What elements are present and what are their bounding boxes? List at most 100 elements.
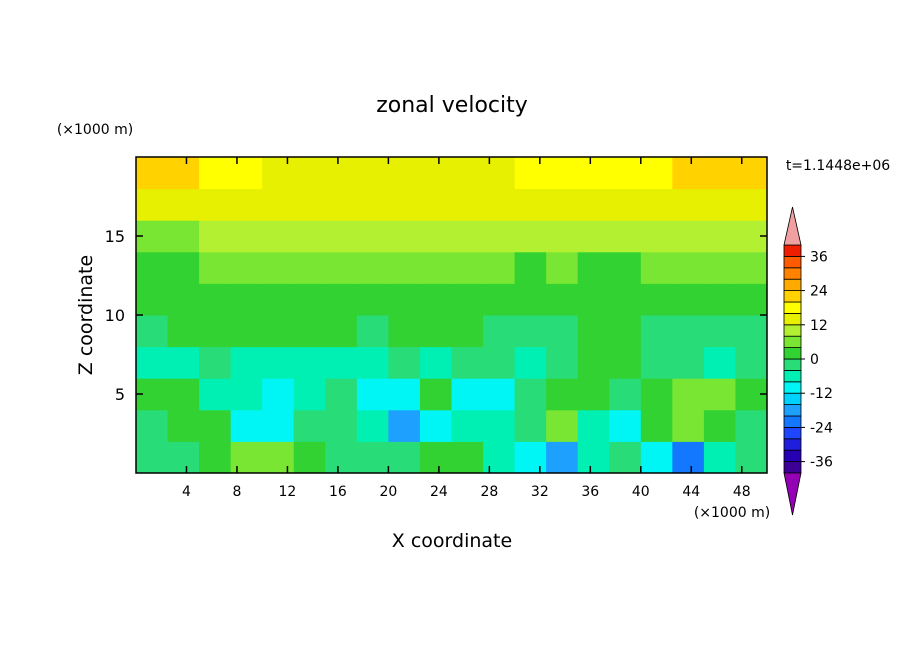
colorbar-box [783, 255, 802, 269]
contour-cell [609, 188, 642, 221]
contour-cell [703, 220, 736, 253]
colorbar-box [783, 312, 802, 326]
contour-cell [640, 188, 673, 221]
contour-cell [136, 188, 169, 221]
contour-cell [293, 188, 326, 221]
x-tick-label: 28 [480, 484, 498, 500]
x-tick-label: 4 [182, 484, 191, 500]
contour-cell [514, 441, 547, 474]
x-axis-label: X coordinate [392, 530, 512, 552]
contour-cell [514, 251, 547, 284]
contour-cell [293, 220, 326, 253]
contour-cell [703, 283, 736, 316]
colorbar-box [783, 426, 802, 440]
contour-cell [546, 251, 579, 284]
contour-cell [703, 441, 736, 474]
contour-cell [356, 283, 389, 316]
contour-cell [293, 157, 326, 190]
contour-cell [451, 157, 484, 190]
contour-cell [735, 283, 768, 316]
x-tick-label: 20 [379, 484, 397, 500]
y-axis-label: Z coordinate [75, 255, 97, 375]
contour-cell [609, 315, 642, 348]
y-tick-label: 15 [105, 227, 125, 246]
contour-cell [388, 220, 421, 253]
contour-cell [703, 315, 736, 348]
x-tick-label: 36 [581, 484, 599, 500]
contour-cell [451, 315, 484, 348]
contour-cell [483, 220, 516, 253]
colorbar-box [783, 449, 802, 463]
contour-cell [546, 346, 579, 379]
contour-cell [293, 409, 326, 442]
contour-cell [356, 188, 389, 221]
colorbar-box [783, 438, 802, 451]
contour-cell [483, 346, 516, 379]
contour-cell [546, 378, 579, 411]
contour-cell [703, 346, 736, 379]
contour-cell [325, 251, 358, 284]
colorbar-box [783, 267, 802, 280]
contour-cell [640, 441, 673, 474]
contour-cell [609, 283, 642, 316]
contour-cell [451, 251, 484, 284]
contour-cell [577, 346, 610, 379]
contour-cell [451, 283, 484, 316]
contour-cell [199, 283, 232, 316]
contour-cell [640, 346, 673, 379]
contour-cell [640, 378, 673, 411]
contour-cell [577, 409, 610, 442]
contour-cell [735, 157, 768, 190]
contour-cell [735, 409, 768, 442]
contour-cell [388, 283, 421, 316]
contour-cell [672, 188, 705, 221]
contour-cell [388, 346, 421, 379]
contour-cell [199, 346, 232, 379]
contour-cell [609, 441, 642, 474]
contour-cell [167, 251, 200, 284]
contour-cell [167, 346, 200, 379]
colorbar-box [783, 369, 802, 383]
colorbar-box [783, 301, 802, 314]
contour-cell [483, 409, 516, 442]
contour-cell [451, 409, 484, 442]
contour-cell [703, 378, 736, 411]
contour-cell [199, 378, 232, 411]
contour-cell [356, 378, 389, 411]
contour-cell [546, 409, 579, 442]
contour-cell [136, 157, 169, 190]
contour-cell [136, 251, 169, 284]
colorbar-label: 36 [810, 249, 828, 265]
contour-cell [419, 220, 452, 253]
contour-cell [419, 378, 452, 411]
contour-cell [640, 283, 673, 316]
x-tick-label: 48 [733, 484, 751, 500]
contour-cell [262, 378, 295, 411]
contour-cell [230, 188, 263, 221]
contour-cell [356, 251, 389, 284]
contour-cell [640, 409, 673, 442]
y-tick-label: 5 [115, 385, 125, 404]
contour-cell [293, 441, 326, 474]
contour-cell [514, 157, 547, 190]
contour-cell [546, 157, 579, 190]
colorbar-box [783, 404, 802, 417]
contour-cell [136, 283, 169, 316]
contour-cell [609, 409, 642, 442]
contour-cell [546, 441, 579, 474]
contour-cell [514, 346, 547, 379]
contour-cell [262, 283, 295, 316]
contour-cell [451, 441, 484, 474]
contour-cell [199, 315, 232, 348]
contour-cell [230, 378, 263, 411]
colorbar-label: -36 [810, 455, 833, 471]
contour-cell [356, 346, 389, 379]
contour-cell [199, 188, 232, 221]
contour-cell [167, 378, 200, 411]
contour-cell [230, 315, 263, 348]
contour-cell [419, 157, 452, 190]
contour-cell [388, 378, 421, 411]
contour-cell [672, 441, 705, 474]
contour-cell [325, 378, 358, 411]
